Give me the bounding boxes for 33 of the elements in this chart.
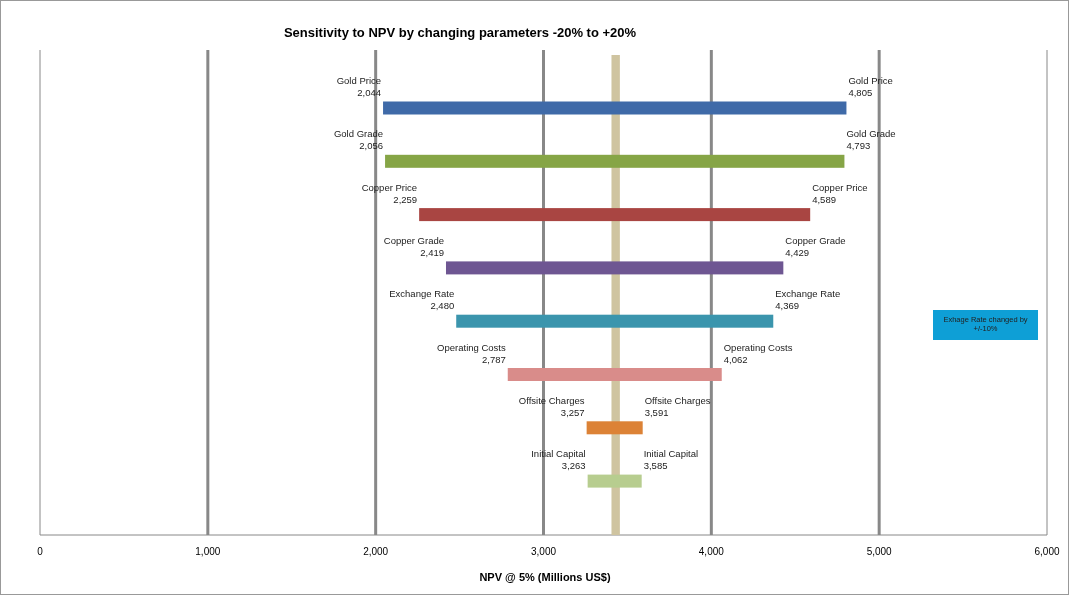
x-tick-label: 2,000 [363,546,389,557]
category-label: Exchange Rate [775,288,841,300]
annotation: 4,429 [785,246,810,258]
annotation: 2,259 [393,193,418,205]
category-label: Operating Costs [723,341,793,353]
x-tick-label: 5,000 [866,546,893,557]
category-label: Offsite Charges [644,394,711,406]
annotation: 2,056 [359,140,384,152]
x-tick-label: 6,000 [1034,546,1060,557]
x-tick-label: 0 [37,546,44,557]
annotation: 4,793 [846,140,871,152]
x-tick-label: 4,000 [698,546,725,557]
annotation: 4,369 [775,300,800,312]
annotation: 3,263 [561,460,586,472]
x-tick-label: 3,000 [530,546,557,557]
annotation: 2,044 [357,87,382,98]
category-label: Copper Grade [785,234,846,246]
x-axis-title: NPV @ 5% (Millions US$) [479,571,611,583]
category-label: Gold Grade [846,128,896,140]
annotation: 3,585 [643,460,668,472]
annotation: 4,805 [848,87,873,98]
annotation: 2,419 [420,246,444,258]
x-tick-label: 1,000 [195,546,221,557]
category-label: Gold Price [848,75,893,86]
category-label: Copper Price [812,181,868,193]
annotation: 4,062 [723,353,748,365]
annotation: 4,589 [812,193,836,205]
category-label: Initial Capital [643,448,699,460]
annotation: 2,480 [430,300,455,312]
chart-title: Sensitivity to NPV by changing parameters -20% to +20% [283,25,637,40]
annotation: 3,257 [560,406,585,418]
annotation: 3,591 [644,406,669,418]
annotation: 2,787 [481,353,506,365]
